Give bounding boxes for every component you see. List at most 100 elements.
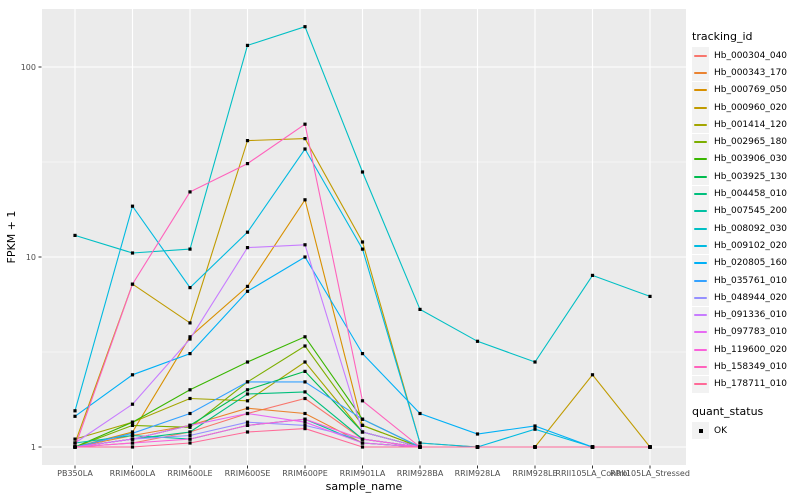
legend-line-key-icon [692, 254, 709, 272]
data-point [360, 445, 365, 449]
x-tick-label: RRIM928LA [455, 469, 501, 478]
ok-square-key-icon [692, 422, 709, 440]
legend-item-label: Hb_097783_010 [714, 327, 788, 338]
data-point [188, 247, 192, 251]
data-point [130, 441, 135, 445]
legend-item-label: Hb_000769_050 [714, 85, 788, 96]
legend-line-key-icon [692, 358, 709, 376]
data-point [73, 409, 77, 413]
data-point [188, 337, 192, 341]
data-point [303, 122, 307, 126]
data-point [130, 437, 135, 441]
data-point [590, 445, 595, 449]
data-point [303, 411, 307, 416]
legend-tracking-entries: Hb_000304_040 Hb_000343_170 Hb_000769_050 H… [692, 47, 798, 393]
data-point [188, 352, 192, 356]
data-point [188, 190, 192, 194]
legend-title-quant-status: quant_status [692, 404, 764, 418]
data-point [533, 445, 537, 449]
data-point [130, 282, 135, 286]
legend-item-label: Hb_178711_010 [714, 379, 788, 390]
data-point [245, 411, 250, 416]
legend-item-label: Hb_003906_030 [714, 154, 788, 165]
data-point [475, 339, 480, 343]
data-point [303, 380, 307, 384]
x-tick-label: RRIM928LE [512, 469, 557, 478]
legend-line-key-icon [692, 81, 709, 99]
plot-panel [42, 9, 686, 465]
data-point [360, 247, 365, 251]
legend-item-Hb_007545_200: Hb_007545_200 [692, 202, 798, 220]
data-point [360, 170, 365, 174]
data-point [360, 441, 365, 445]
legend-line-key-icon [692, 150, 709, 168]
legend-item-Hb_004458_010: Hb_004458_010 [692, 185, 798, 203]
legend-item-quant-ok: OK [692, 422, 798, 440]
legend-item-label: Hb_003925_130 [714, 171, 788, 182]
legend-item-Hb_020805_160: Hb_020805_160 [692, 254, 798, 272]
x-tick-label: RRII105LA_Control [555, 469, 629, 478]
data-point [130, 402, 135, 406]
data-point [245, 139, 250, 143]
legend-line-key-icon [692, 306, 709, 324]
legend-line-key-icon [692, 116, 709, 134]
data-point [188, 441, 192, 445]
y-axis-title: FPKM + 1 [5, 211, 18, 264]
legend-item-Hb_003906_030: Hb_003906_030 [692, 150, 798, 168]
data-point [130, 423, 135, 427]
legend-line-key-icon [692, 375, 709, 393]
y-tick-label: 10 [26, 253, 36, 262]
data-point [130, 433, 135, 438]
legend-item-label: Hb_119600_020 [714, 344, 788, 355]
legend-item-Hb_119600_020: Hb_119600_020 [692, 341, 798, 359]
data-point [533, 427, 537, 431]
legend-item-Hb_048944_020: Hb_048944_020 [692, 289, 798, 307]
legend-line-key-icon [692, 47, 709, 65]
data-point [73, 445, 77, 449]
data-point [360, 240, 365, 244]
legend-item-Hb_178711_010: Hb_178711_010 [692, 375, 798, 393]
data-point [648, 294, 652, 298]
data-point [73, 441, 77, 445]
legend-line-key-icon [692, 168, 709, 186]
legend-item-label: Hb_002965_180 [714, 137, 788, 148]
data-point [303, 360, 307, 364]
data-point [245, 360, 250, 364]
data-point [590, 373, 595, 377]
data-point [245, 406, 250, 410]
data-point [303, 396, 307, 401]
data-point [73, 437, 77, 441]
data-point [130, 445, 135, 449]
legend-item-label: Hb_048944_020 [714, 292, 788, 303]
data-point [303, 25, 307, 29]
legend-line-key-icon [692, 185, 709, 203]
legend-line-key-icon [692, 99, 709, 117]
data-point [245, 162, 250, 166]
data-point [303, 255, 307, 259]
legend-line-key-icon [692, 272, 709, 289]
data-point [303, 137, 307, 141]
data-point [360, 430, 365, 434]
legend-item-Hb_000304_040: Hb_000304_040 [692, 47, 798, 65]
x-tick-label: PB350LA [57, 469, 93, 478]
data-point [360, 423, 365, 427]
data-point [130, 251, 135, 255]
data-point [73, 233, 77, 237]
legend-item-Hb_001414_120: Hb_001414_120 [692, 116, 798, 134]
legend-line-key-icon [692, 341, 709, 359]
x-tick-label: RRIM901LA [340, 469, 386, 478]
legend-title-tracking-id: tracking_id [692, 30, 753, 43]
data-point [303, 369, 307, 373]
data-point [245, 284, 250, 288]
data-point [360, 352, 365, 356]
data-point [245, 430, 250, 434]
data-point [188, 423, 192, 427]
legend-line-key-icon [692, 220, 709, 238]
legend-item-Hb_000960_020: Hb_000960_020 [692, 99, 798, 117]
data-point [533, 360, 537, 364]
data-point [303, 390, 307, 394]
data-point [245, 388, 250, 392]
data-point [245, 392, 250, 396]
data-point [188, 335, 192, 339]
